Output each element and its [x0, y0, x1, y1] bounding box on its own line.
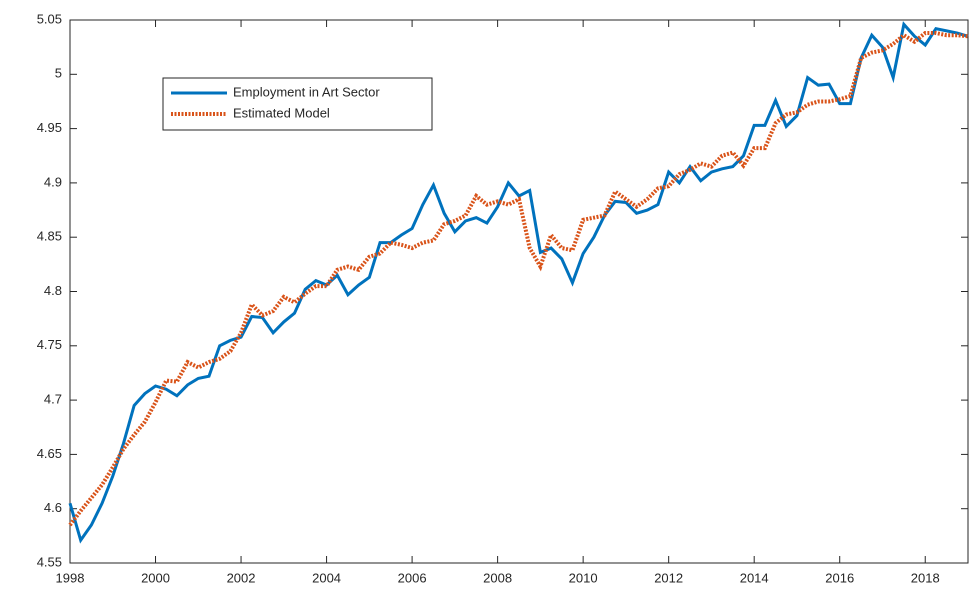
x-tick-label: 2004: [312, 570, 341, 585]
y-tick-label: 4.85: [37, 229, 62, 244]
y-tick-label: 4.6: [44, 500, 62, 515]
y-tick-label: 4.95: [37, 120, 62, 135]
legend-label: Estimated Model: [233, 105, 330, 120]
legend-box: [162, 77, 433, 131]
y-tick-label: 4.9: [44, 174, 62, 189]
y-tick-label: 4.65: [37, 446, 62, 461]
legend-label: Employment in Art Sector: [233, 84, 380, 99]
y-tick-label: 5.05: [37, 11, 62, 26]
series-line: [68, 21, 969, 544]
x-tick-label: 2018: [911, 570, 940, 585]
x-tick-label: 2016: [825, 570, 854, 585]
x-tick-label: 2002: [227, 570, 256, 585]
y-tick-label: 4.8: [44, 283, 62, 298]
x-tick-label: 1998: [56, 570, 85, 585]
x-tick-label: 2006: [398, 570, 427, 585]
y-tick-label: 4.55: [37, 554, 62, 569]
series-line: [68, 31, 969, 527]
x-tick-label: 2000: [141, 570, 170, 585]
y-tick-label: 4.75: [37, 337, 62, 352]
x-tick-label: 2012: [654, 570, 683, 585]
x-tick-label: 2008: [483, 570, 512, 585]
y-tick-label: 5: [55, 66, 62, 81]
x-tick-label: 2014: [740, 570, 769, 585]
x-tick-label: 2010: [569, 570, 598, 585]
y-tick-label: 4.7: [44, 392, 62, 407]
